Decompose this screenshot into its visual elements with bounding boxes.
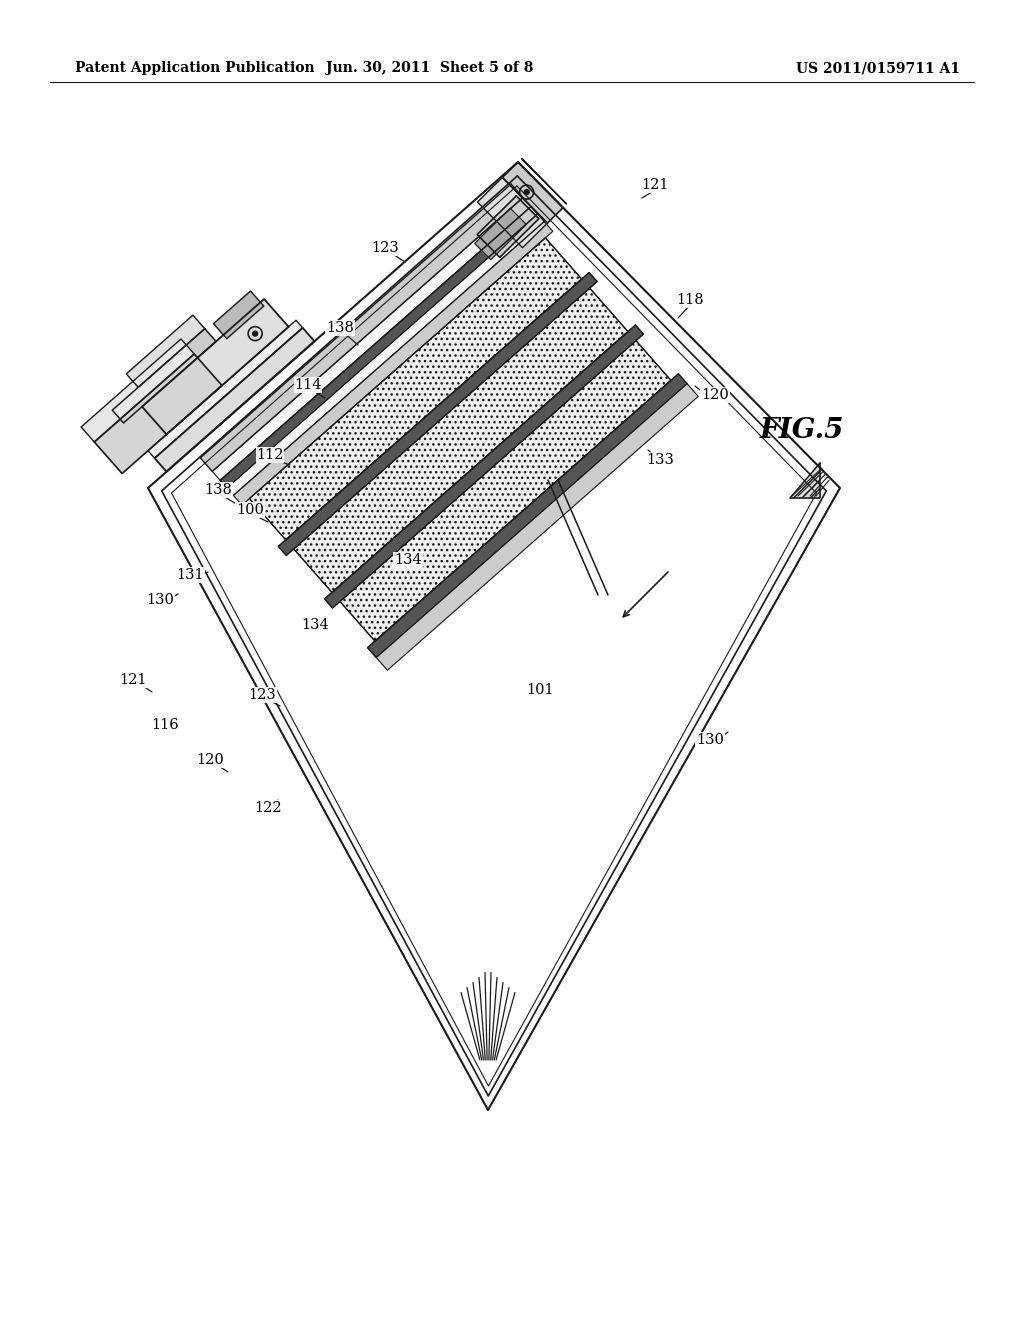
Polygon shape (126, 315, 205, 387)
Polygon shape (226, 214, 544, 495)
Text: FIG.5: FIG.5 (760, 417, 845, 444)
Text: 118: 118 (676, 293, 703, 308)
Polygon shape (294, 288, 628, 593)
Polygon shape (155, 327, 314, 471)
Polygon shape (148, 321, 303, 458)
Text: 120: 120 (197, 752, 224, 767)
Polygon shape (325, 325, 643, 609)
Polygon shape (94, 354, 222, 474)
Polygon shape (233, 222, 553, 506)
Text: 134: 134 (394, 553, 422, 568)
Text: 120: 120 (701, 388, 729, 403)
Text: Jun. 30, 2011  Sheet 5 of 8: Jun. 30, 2011 Sheet 5 of 8 (327, 61, 534, 75)
Polygon shape (81, 339, 195, 442)
Polygon shape (521, 158, 566, 205)
Polygon shape (368, 374, 687, 657)
Polygon shape (142, 300, 289, 434)
Polygon shape (376, 384, 698, 671)
Polygon shape (340, 341, 671, 642)
Text: 123: 123 (248, 688, 275, 702)
Text: 130: 130 (696, 733, 724, 747)
Polygon shape (212, 198, 531, 480)
Polygon shape (113, 329, 216, 422)
Text: 101: 101 (526, 682, 554, 697)
Text: 138: 138 (204, 483, 232, 498)
Polygon shape (250, 238, 582, 540)
Polygon shape (475, 209, 526, 260)
Text: 123: 123 (371, 242, 399, 255)
Text: 116: 116 (152, 718, 179, 733)
Text: US 2011/0159711 A1: US 2011/0159711 A1 (796, 61, 961, 75)
Polygon shape (220, 206, 538, 488)
Polygon shape (790, 463, 820, 498)
Text: 121: 121 (119, 673, 146, 686)
Polygon shape (201, 183, 523, 471)
Text: 100: 100 (237, 503, 264, 517)
Polygon shape (477, 177, 548, 248)
Text: 133: 133 (646, 453, 674, 467)
Circle shape (253, 331, 258, 337)
Text: 138: 138 (326, 321, 354, 335)
Text: 131: 131 (176, 568, 204, 582)
Text: 130: 130 (146, 593, 174, 607)
Text: 134: 134 (301, 618, 329, 632)
Polygon shape (279, 273, 597, 556)
Polygon shape (503, 162, 563, 223)
Text: 112: 112 (256, 447, 284, 462)
Text: 121: 121 (641, 178, 669, 191)
Text: 122: 122 (254, 801, 282, 814)
Circle shape (524, 190, 529, 194)
Polygon shape (477, 195, 539, 257)
Polygon shape (214, 290, 264, 339)
Text: 114: 114 (294, 378, 322, 392)
Text: Patent Application Publication: Patent Application Publication (75, 61, 314, 75)
